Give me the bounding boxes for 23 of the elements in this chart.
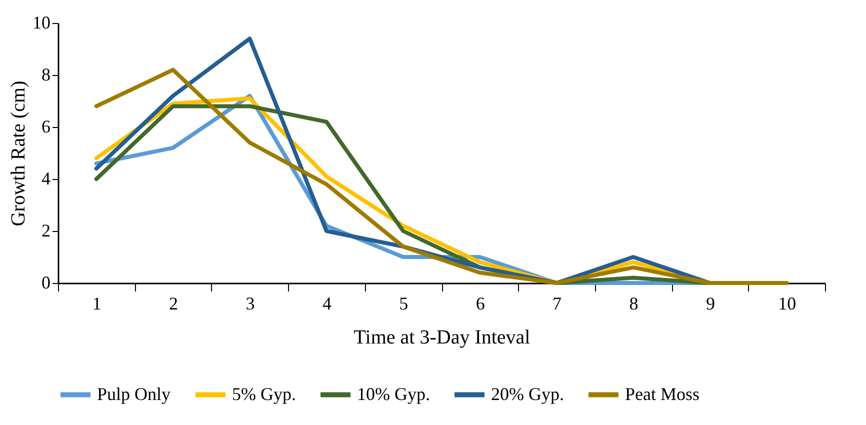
legend-label: Pulp Only (97, 384, 171, 404)
x-axis-title: Time at 3-Day Inteval (354, 326, 531, 348)
x-tick-label: 2 (169, 294, 178, 314)
legend-label: 20% Gyp. (491, 384, 564, 404)
x-tick-label: 9 (706, 294, 715, 314)
y-tick-label: 10 (32, 12, 50, 32)
y-tick-label: 2 (42, 220, 50, 240)
x-tick-label: 10 (778, 294, 796, 314)
y-axis-title: Growth Rate (cm) (8, 80, 30, 226)
y-tick-label: 6 (42, 116, 50, 136)
y-tick-label: 8 (42, 64, 50, 84)
x-tick-label: 8 (629, 294, 638, 314)
x-tick-label: 5 (399, 294, 408, 314)
x-tick-label: 3 (246, 294, 255, 314)
legend-label: 10% Gyp. (357, 384, 430, 404)
legend-label: Peat Moss (625, 384, 700, 404)
x-tick-label: 4 (322, 294, 332, 314)
y-tick-label: 4 (42, 168, 50, 188)
legend-label: 5% Gyp. (232, 384, 296, 404)
x-tick-label: 1 (92, 294, 102, 314)
x-tick-label: 7 (552, 294, 562, 314)
x-tick-label: 6 (476, 294, 485, 314)
y-tick-label: 0 (42, 272, 50, 292)
